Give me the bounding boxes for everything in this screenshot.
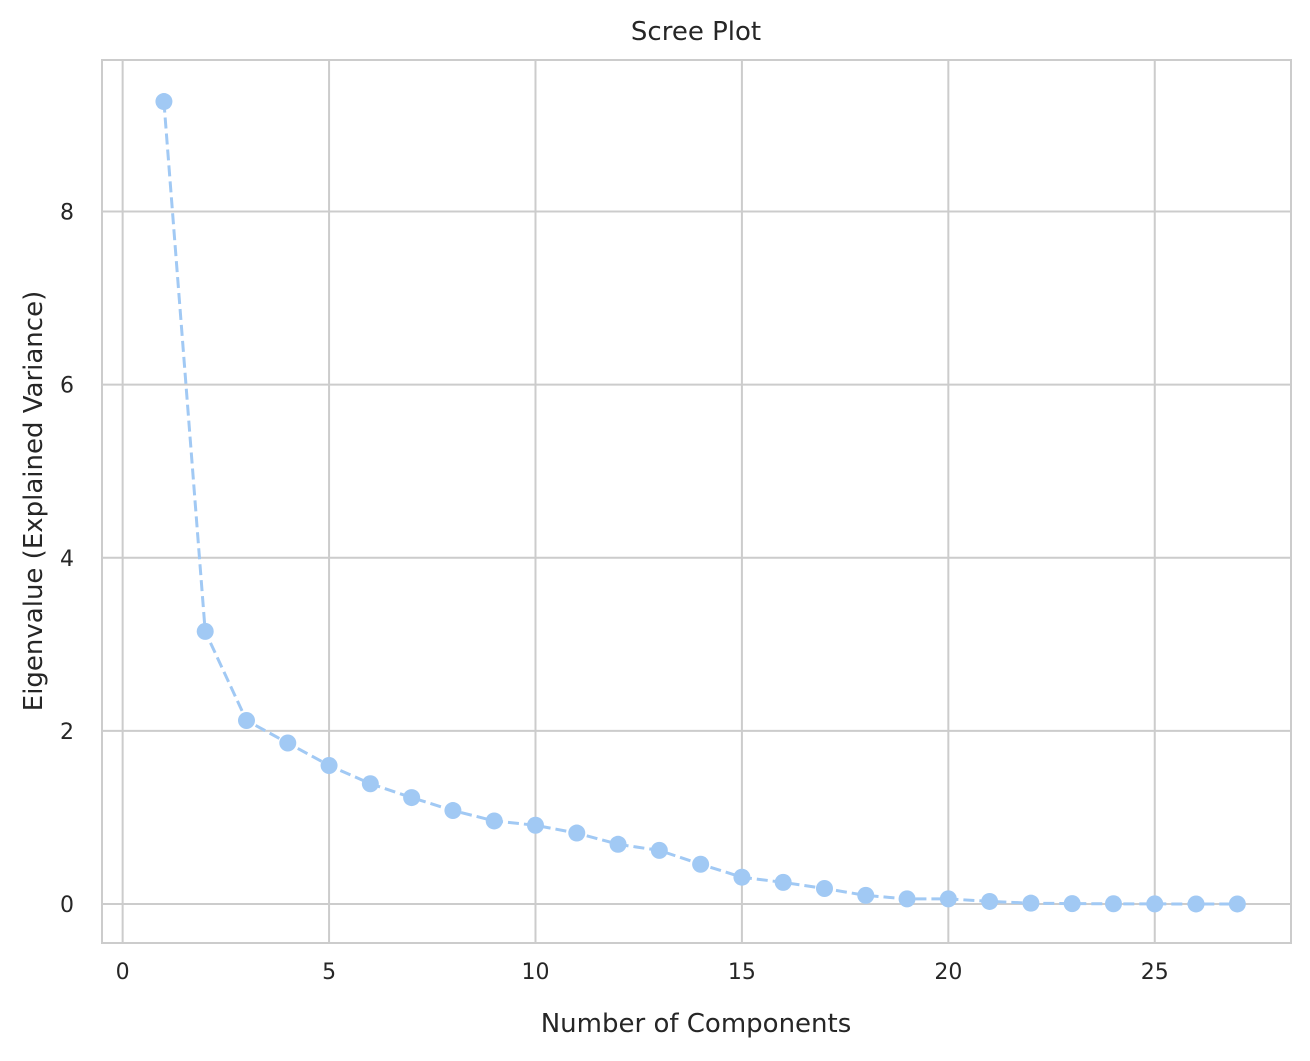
data-point-11 <box>568 824 586 842</box>
data-point-2 <box>196 622 214 640</box>
data-point-9 <box>485 812 503 830</box>
data-point-17 <box>815 879 833 897</box>
data-point-19 <box>898 890 916 908</box>
data-point-5 <box>320 757 338 775</box>
data-point-14 <box>692 855 710 873</box>
data-point-1 <box>155 93 173 111</box>
chart-title: Scree Plot <box>631 17 761 47</box>
data-point-27 <box>1228 895 1246 913</box>
data-point-26 <box>1187 895 1205 913</box>
data-point-8 <box>444 802 462 820</box>
y-tick-label: 8 <box>60 200 74 225</box>
data-point-4 <box>279 734 297 752</box>
x-axis-label: Number of Components <box>541 1009 852 1039</box>
y-axis-label: Eigenvalue (Explained Variance) <box>19 291 49 711</box>
plot-frame <box>101 59 1292 944</box>
data-point-6 <box>361 775 379 793</box>
grid-layer <box>102 60 1291 943</box>
x-tick-label: 15 <box>728 960 756 985</box>
x-tick-label: 25 <box>1141 960 1169 985</box>
y-tick-label: 0 <box>60 893 74 918</box>
y-tick-label: 2 <box>60 720 74 745</box>
x-tick-label: 10 <box>521 960 549 985</box>
tick-layer: 0 5 10 15 20 25 0 2 4 6 8 <box>60 200 1169 985</box>
x-tick-label: 0 <box>116 960 130 985</box>
x-tick-label: 5 <box>322 960 336 985</box>
y-tick-label: 6 <box>60 374 74 399</box>
data-point-15 <box>733 868 751 886</box>
data-point-18 <box>857 886 875 904</box>
data-point-25 <box>1146 895 1164 913</box>
data-point-23 <box>1063 895 1081 913</box>
y-tick-label: 4 <box>60 547 74 572</box>
data-point-22 <box>1022 894 1040 912</box>
series-layer <box>155 93 1246 913</box>
data-point-24 <box>1104 895 1122 913</box>
data-point-16 <box>774 873 792 891</box>
data-point-3 <box>237 712 255 730</box>
data-point-20 <box>939 890 957 908</box>
data-point-10 <box>526 816 544 834</box>
x-tick-label: 20 <box>934 960 962 985</box>
data-point-7 <box>403 789 421 807</box>
series-line <box>162 101 1238 906</box>
data-point-13 <box>650 841 668 859</box>
data-point-21 <box>981 892 999 910</box>
data-point-12 <box>609 835 627 853</box>
